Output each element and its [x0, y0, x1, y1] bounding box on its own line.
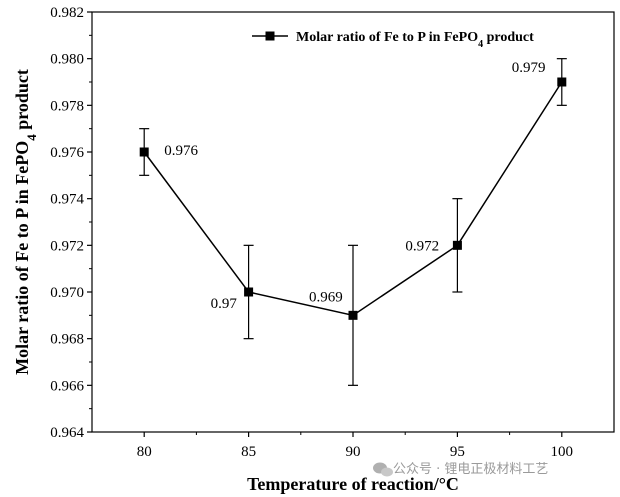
legend: Molar ratio of Fe to P in FePO4 product [252, 30, 534, 50]
x-axis-title: Temperature of reaction/°C [247, 474, 459, 494]
y-tick-label: 0.976 [50, 145, 84, 161]
data-labels: 0.976 0.97 0.969 0.972 0.979 [164, 60, 545, 312]
watermark-text: 公众号 · 锂电正极材料工艺 [393, 462, 548, 477]
y-tick-label: 0.972 [50, 238, 84, 254]
x-tick-label: 80 [137, 444, 152, 460]
y-tick-label: 0.982 [50, 5, 84, 21]
x-tick-label: 100 [551, 444, 574, 460]
data-point [139, 147, 149, 157]
series-group [139, 58, 567, 386]
x-tick-label: 95 [450, 444, 465, 460]
data-point [348, 310, 358, 320]
x-tick-label: 85 [241, 444, 256, 460]
data-point [452, 240, 462, 250]
watermark: 公众号 · 锂电正极材料工艺 [373, 462, 548, 477]
y-axis-ticks: 0.964 0.966 0.968 0.970 0.972 0.974 0.976 0.978… [50, 5, 92, 441]
data-point [557, 77, 567, 87]
legend-marker [265, 31, 275, 41]
wechat-icon [373, 462, 393, 477]
y-tick-label: 0.980 [50, 52, 84, 68]
y-tick-label: 0.970 [50, 285, 84, 301]
y-tick-label: 0.974 [50, 192, 84, 208]
plot-frame [91, 11, 615, 433]
x-axis-ticks: 80 85 90 95 100 [137, 432, 573, 460]
y-tick-label: 0.978 [50, 98, 84, 114]
data-label: 0.97 [211, 296, 238, 312]
y-tick-label: 0.968 [50, 332, 84, 348]
x-tick-label: 90 [346, 444, 361, 460]
data-label: 0.979 [512, 60, 546, 76]
data-label: 0.969 [309, 289, 343, 305]
y-tick-label: 0.964 [50, 425, 84, 441]
legend-label: Molar ratio of Fe to P in FePO4 product [296, 30, 534, 50]
data-label: 0.976 [164, 143, 198, 159]
data-label: 0.972 [405, 238, 439, 254]
y-axis-title: Molar ratio of Fe to P in FePO4 product [12, 69, 39, 375]
data-point [244, 287, 254, 297]
y-tick-label: 0.966 [50, 378, 84, 394]
